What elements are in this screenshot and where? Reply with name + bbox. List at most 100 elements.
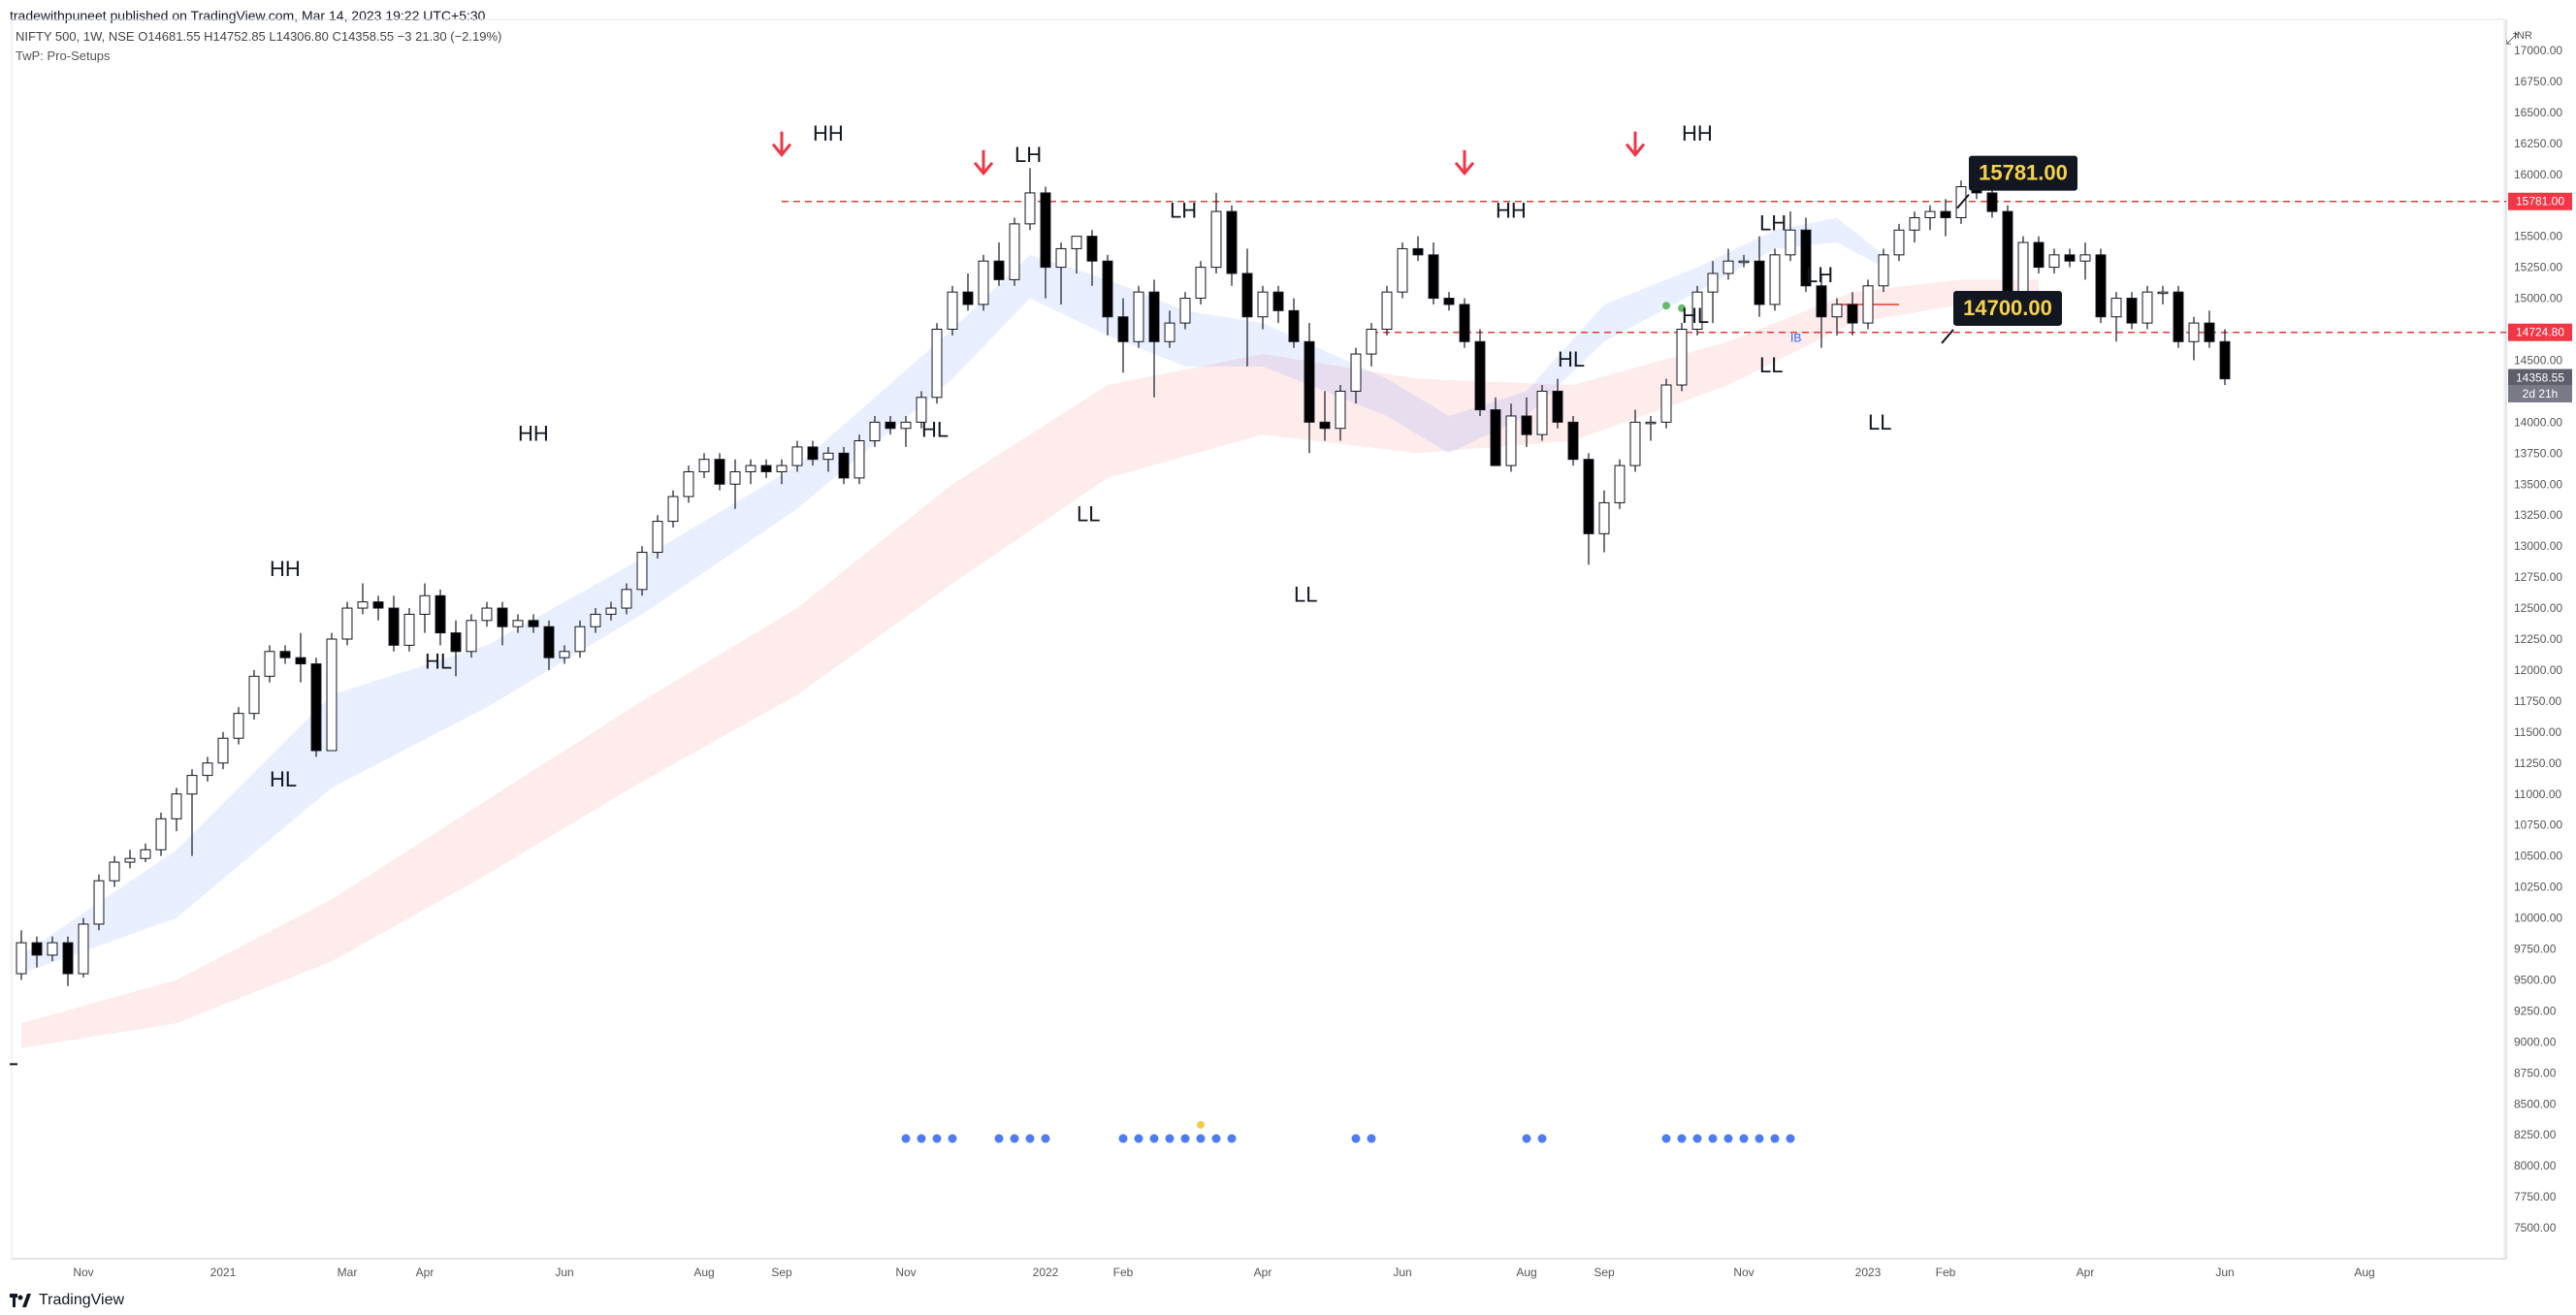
price-tick-label: 15500.00 (2514, 230, 2562, 243)
price-tick-label: 10250.00 (2514, 881, 2562, 894)
candle-body (667, 496, 679, 523)
signal-dot-blue (932, 1134, 942, 1143)
candle-body (1164, 322, 1175, 342)
candle-body (590, 613, 601, 627)
price-tick-label: 8750.00 (2514, 1066, 2557, 1079)
ohlc-values: O14681.55 H14752.85 L14306.80 C14358.55 … (138, 29, 502, 44)
signal-dot-blue (1661, 1134, 1671, 1143)
price-tick-label: 9500.00 (2514, 973, 2557, 986)
price-tick-label: 10500.00 (2514, 850, 2562, 863)
candle-body (1117, 316, 1129, 342)
candle-body (326, 638, 338, 752)
swing-label: LL (1759, 353, 1783, 377)
candle-body (1040, 192, 1051, 269)
time-tick-label: Aug (2354, 1266, 2374, 1279)
price-tag-text: 14358.55 (2516, 371, 2564, 385)
candle-body (869, 421, 881, 442)
time-tick-label: Feb (1113, 1266, 1134, 1279)
price-tick-label: 12500.00 (2514, 601, 2562, 615)
time-tick-label: Aug (1516, 1266, 1536, 1279)
time-tick-label: Nov (895, 1266, 916, 1279)
candle-body (543, 625, 555, 658)
candle-body (31, 942, 43, 956)
candle-body (295, 657, 306, 665)
candle-body (559, 651, 570, 658)
swing-label: LH (1014, 143, 1042, 167)
candle-body (2033, 241, 2045, 269)
candle-body (1195, 267, 1207, 300)
price-tick-label: 7750.00 (2514, 1190, 2557, 1203)
price-tick-label: 8250.00 (2514, 1128, 2557, 1141)
signal-dot-blue (1118, 1134, 1128, 1143)
signal-dot-yellow (1197, 1120, 1205, 1129)
time-tick-label: Jun (2215, 1266, 2234, 1279)
footer-brand-text: TradingView (39, 1292, 125, 1308)
candle-body (1443, 298, 1455, 305)
signal-dot-blue (1351, 1134, 1361, 1143)
candle-body (1257, 291, 1269, 318)
candle-body (171, 793, 182, 819)
signal-dot-blue (1165, 1134, 1175, 1143)
footer-brand: TradingView (10, 1292, 124, 1309)
indicator-label[interactable]: TwP: Pro-Setups (16, 48, 111, 63)
tradingview-logo-icon (10, 1294, 31, 1307)
price-tick-label: 16000.00 (2514, 168, 2562, 181)
candle-body (2204, 322, 2215, 342)
candle-body (683, 470, 694, 497)
signal-dot-blue (1134, 1134, 1143, 1143)
candle-body (1521, 415, 1532, 435)
candle-body (1862, 285, 1874, 324)
candle-body (155, 818, 167, 850)
price-tick-label: 13000.00 (2514, 539, 2562, 553)
time-tick-label: 2021 (210, 1266, 237, 1279)
candle-body (1754, 260, 1765, 305)
candle-body (1288, 309, 1300, 342)
signal-dot-blue (1708, 1134, 1718, 1143)
swing-label: HL (1558, 347, 1585, 371)
candle-body (714, 459, 725, 485)
swing-label: LL (1077, 502, 1100, 527)
signal-dot-blue (1786, 1134, 1795, 1143)
price-tick-label: 17000.00 (2514, 44, 2562, 57)
signal-dot-green (1662, 302, 1670, 310)
candle-body (1505, 415, 1517, 466)
signal-dot-blue (1010, 1134, 1019, 1143)
candle-body (1691, 291, 1703, 331)
candle-body (1909, 216, 1920, 231)
candle-body (993, 260, 1005, 280)
price-tick-label: 7500.00 (2514, 1221, 2557, 1235)
candle-body (1878, 254, 1889, 287)
signal-dot-blue (948, 1134, 957, 1143)
signal-dot-blue (1211, 1134, 1221, 1143)
price-tag-text: 14724.80 (2516, 326, 2564, 339)
candle-body (1397, 247, 1408, 293)
price-tick-label: 10000.00 (2514, 912, 2562, 925)
candle-body (2173, 291, 2184, 342)
candle-body (1474, 340, 1486, 411)
candle-body (435, 594, 446, 634)
price-tick-label: 15250.00 (2514, 261, 2562, 274)
price-tick-label: 13500.00 (2514, 477, 2562, 491)
expand-icon[interactable]: ⤢ (2505, 31, 2518, 48)
candle-body (264, 651, 275, 677)
candle-body (310, 663, 322, 752)
candle-body (1785, 229, 1796, 256)
candle-body (419, 594, 431, 615)
signal-dot-blue (917, 1134, 926, 1143)
price-tick-label: 9750.00 (2514, 943, 2557, 956)
price-tag-text: 2d 21h (2523, 387, 2559, 401)
down-arrow-icon (973, 149, 994, 176)
candle-body (1614, 465, 1626, 503)
candle-body (1459, 304, 1470, 342)
candle-body (372, 601, 384, 609)
candle-body (1629, 421, 1641, 466)
swing-label: HH (518, 422, 549, 446)
signal-dot-blue (1522, 1134, 1531, 1143)
candle-body (1800, 229, 1812, 287)
candle-body (822, 452, 834, 461)
time-tick-label: Jun (1393, 1266, 1411, 1279)
candle-body (916, 397, 927, 423)
time-tick-label: Nov (73, 1266, 93, 1279)
candle-body (776, 465, 788, 472)
